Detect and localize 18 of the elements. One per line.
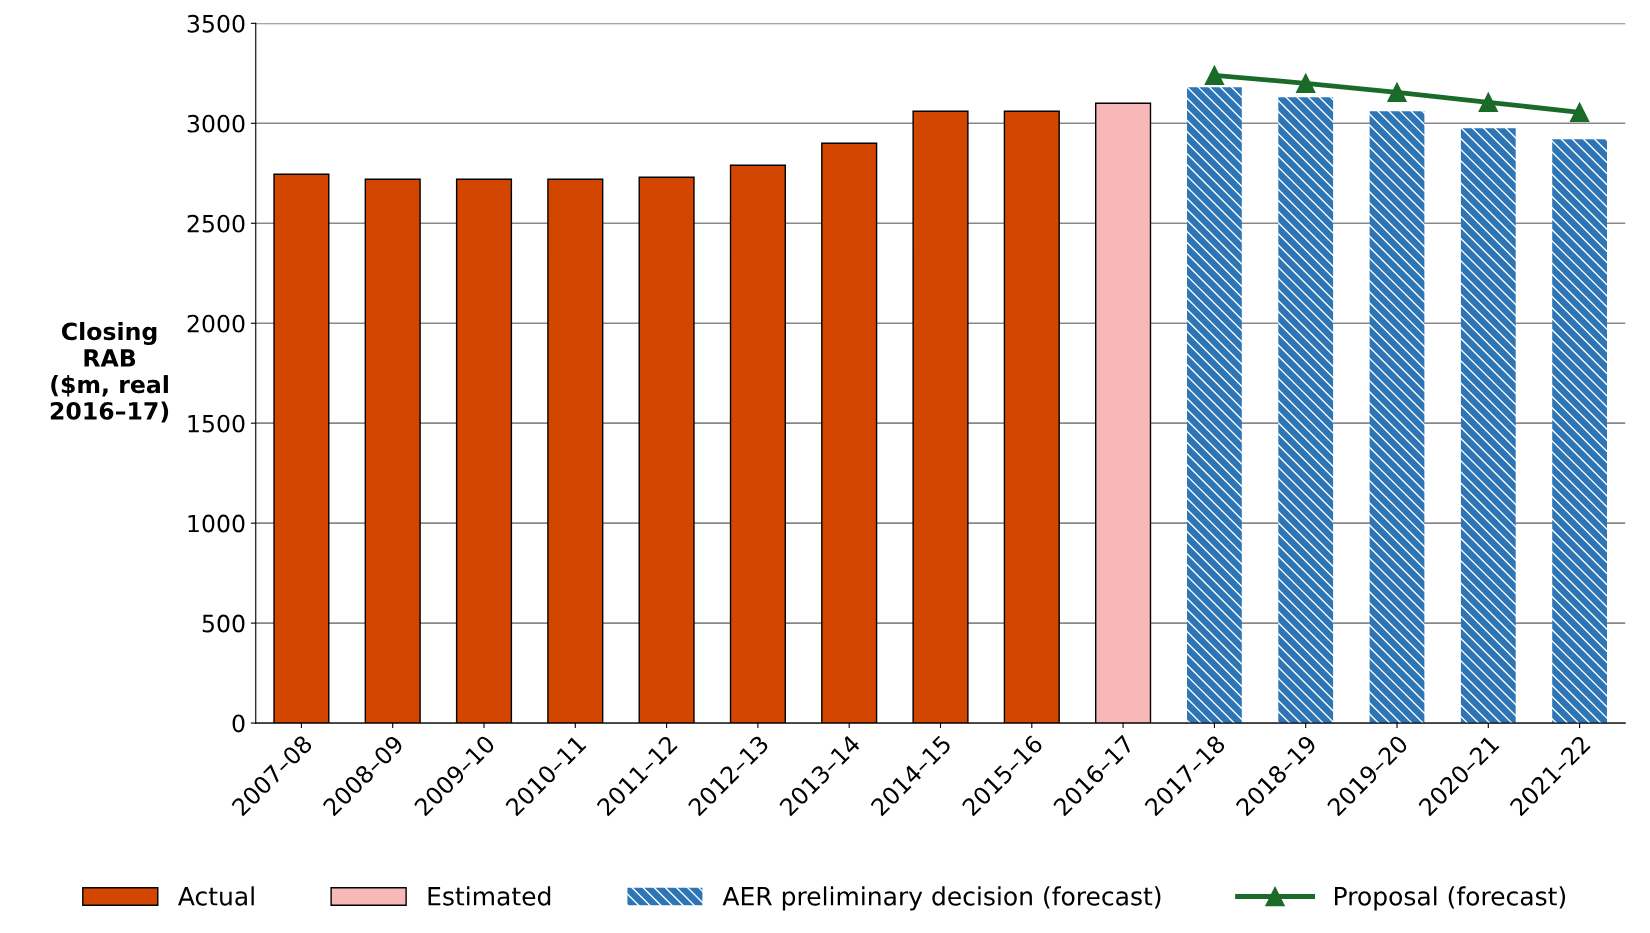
y-tick-label: 0 bbox=[232, 714, 245, 733]
legend-label: Actual bbox=[177, 886, 254, 906]
y-axis-title: Closing RAB ($m, real 2016–17) bbox=[50, 322, 169, 423]
point bbox=[1295, 73, 1316, 94]
point bbox=[1387, 82, 1407, 103]
y-tick-label: 1500 bbox=[188, 414, 245, 433]
y-tick-label: 1000 bbox=[188, 514, 245, 533]
y-tick-label: 3000 bbox=[187, 114, 245, 133]
legend-label: AER preliminary decision (forecast) bbox=[722, 886, 1161, 911]
legend-label: Proposal (forecast) bbox=[1335, 886, 1566, 911]
point bbox=[1569, 102, 1590, 123]
legend-label: Estimated bbox=[428, 886, 551, 906]
y-tick-label: 3500 bbox=[187, 14, 245, 33]
y-tick-label: 500 bbox=[202, 614, 245, 633]
y-tick-label: 2500 bbox=[187, 214, 245, 233]
point bbox=[1478, 92, 1499, 113]
y-tick-label: 2000 bbox=[187, 314, 245, 333]
point bbox=[1204, 65, 1225, 86]
